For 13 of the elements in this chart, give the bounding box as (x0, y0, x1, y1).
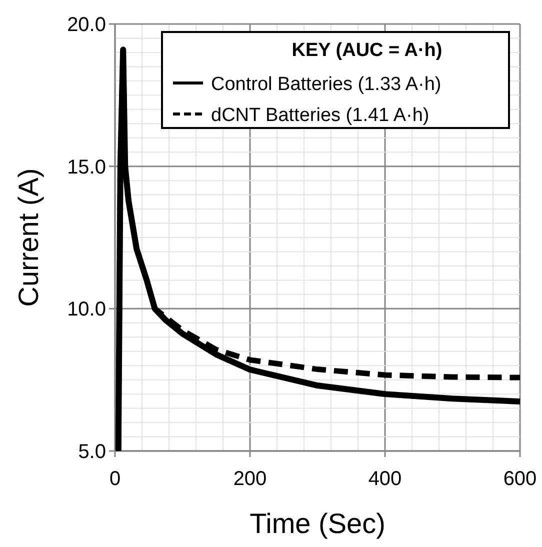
x-tick-label: 200 (233, 468, 267, 490)
y-tick-label: 20.0 (67, 14, 106, 36)
y-tick-label: 10.0 (67, 298, 106, 321)
legend-label: Control Batteries (1.33 A·h) (211, 74, 442, 95)
x-tick-label: 600 (503, 468, 537, 490)
legend-title: KEY (AUC = A·h) (292, 40, 442, 61)
y-axis-title: Current (A) (13, 168, 44, 307)
x-tick-label: 400 (368, 468, 402, 490)
x-tick-label: 0 (109, 468, 121, 490)
legend-label: dCNT Batteries (1.41 A·h) (211, 105, 430, 126)
x-axis-title: Time (Sec) (250, 508, 386, 539)
y-tick-label: 15.0 (67, 156, 106, 178)
y-tick-label: 5.0 (78, 441, 106, 463)
